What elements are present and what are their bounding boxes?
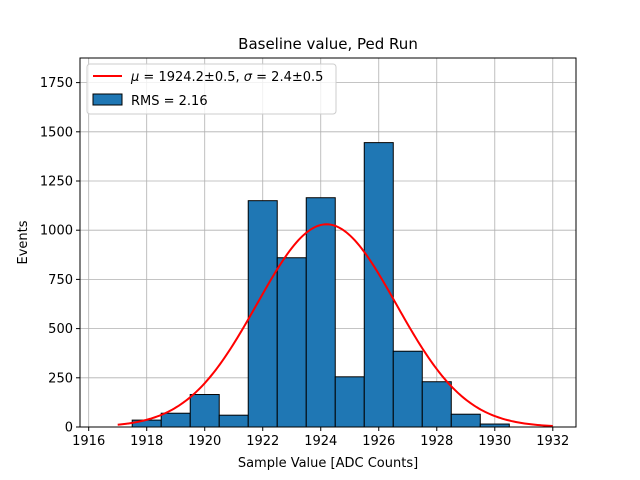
x-axis-ticks: 1916 1918 1920 1922 1924 1926 1928 1930 1932 — [72, 427, 569, 449]
chart-title: Baseline value, Ped Run — [238, 35, 418, 53]
x-tick-label: 1932 — [536, 434, 569, 449]
histogram-bar — [218, 414, 249, 428]
y-tick-label: 1750 — [40, 76, 73, 91]
histogram-bar — [189, 394, 220, 428]
legend-fit-label: μ = 1924.2±0.5, σ = 2.4±0.5 — [130, 70, 323, 85]
histogram-bars — [131, 142, 510, 428]
histogram-bar — [305, 197, 336, 428]
y-tick-label: 500 — [48, 322, 73, 337]
x-tick-label: 1924 — [304, 434, 337, 449]
y-tick-label: 750 — [48, 273, 73, 288]
legend-fit-mu-value: = 1924.2±0.5, — [139, 70, 243, 85]
histogram-bar — [421, 381, 452, 428]
histogram-bar — [247, 200, 278, 428]
x-tick-label: 1928 — [420, 434, 453, 449]
histogram-bar — [450, 413, 481, 428]
x-tick-label: 1922 — [246, 434, 279, 449]
histogram-bar — [334, 376, 365, 428]
legend-histogram-label: RMS = 2.16 — [131, 94, 208, 109]
x-tick-label: 1926 — [362, 434, 395, 449]
histogram-bar — [363, 142, 394, 428]
y-tick-label: 0 — [65, 421, 73, 436]
y-tick-label: 250 — [48, 371, 73, 386]
legend-fit-sigma-symbol: σ — [244, 70, 253, 85]
x-tick-label: 1920 — [188, 434, 221, 449]
y-tick-label: 1500 — [40, 125, 73, 140]
y-tick-label: 1250 — [40, 175, 73, 190]
x-tick-label: 1916 — [72, 434, 105, 449]
plot-frame — [79, 57, 577, 428]
x-tick-label: 1918 — [130, 434, 163, 449]
legend-histogram-swatch — [92, 93, 123, 106]
histogram-bar — [276, 257, 307, 428]
y-tick-label: 1000 — [40, 224, 73, 239]
histogram-bar — [160, 412, 191, 428]
x-axis-label: Sample Value [ADC Counts] — [238, 456, 418, 471]
y-axis-label: Events — [16, 220, 31, 264]
y-axis-ticks: 0 250 500 750 1000 1250 1500 1750 — [40, 76, 80, 436]
legend: μ = 1924.2±0.5, σ = 2.4±0.5 RMS = 2.16 — [86, 63, 337, 115]
x-tick-label: 1930 — [478, 434, 511, 449]
gaussian-fit-curve — [117, 223, 553, 427]
legend-fit-mu-symbol: μ — [130, 70, 139, 85]
histogram-bar — [392, 350, 423, 428]
legend-box — [86, 63, 337, 115]
legend-fit-sigma-value: = 2.4±0.5 — [252, 70, 323, 85]
